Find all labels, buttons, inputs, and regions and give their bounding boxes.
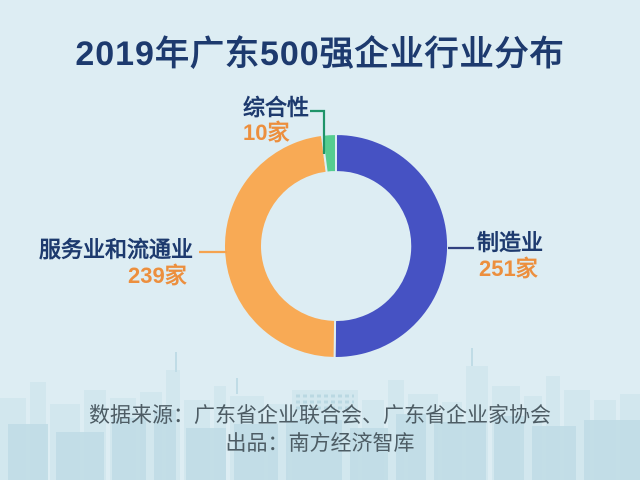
callout-leader-lines <box>199 109 474 254</box>
donut-chart <box>223 132 450 359</box>
donut-segment-services <box>223 133 337 359</box>
value-services: 239家 <box>128 263 187 288</box>
label-services: 服务业和流通业 <box>39 237 194 262</box>
donut-segment-manufacturing <box>333 133 450 359</box>
leader-comprehensive <box>310 109 326 154</box>
label-comprehensive: 综合性 <box>243 95 310 120</box>
city-skyline-graphic <box>0 348 640 480</box>
value-manufacturing: 251家 <box>479 256 538 281</box>
producer-line: 出品：南方经济智库 <box>225 432 415 455</box>
label-manufacturing: 制造业 <box>477 230 544 255</box>
value-comprehensive: 10家 <box>243 120 290 145</box>
data-source-line: 数据来源：广东省企业联合会、广东省企业家协会 <box>89 404 551 427</box>
chart-title: 2019年广东500强企业行业分布 <box>75 35 565 73</box>
donut-segment-comprehensive <box>320 132 337 174</box>
